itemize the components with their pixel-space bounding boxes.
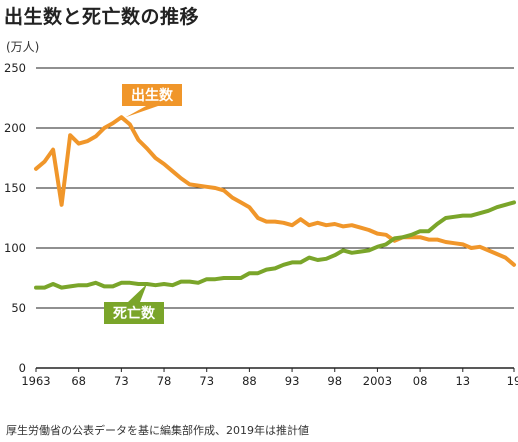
chart-title: 出生数と死亡数の推移 bbox=[4, 6, 200, 28]
series-lines bbox=[34, 115, 516, 290]
y-tick-label: 150 bbox=[4, 181, 26, 195]
y-tick-label: 50 bbox=[11, 301, 26, 315]
y-tick-label: 0 bbox=[19, 361, 26, 375]
births-label: 出生数 bbox=[122, 84, 182, 118]
y-tick-label: 200 bbox=[4, 121, 26, 135]
x-tick-label: 73 bbox=[114, 374, 129, 388]
x-tick-label: 93 bbox=[285, 374, 300, 388]
callout-text: 出生数 bbox=[131, 87, 174, 104]
x-axis-ticks: 1963 68 73 78 73 88 93 98 2003 08 13 19 bbox=[21, 368, 518, 388]
x-tick-label: 1963 bbox=[21, 374, 50, 388]
births-line bbox=[34, 115, 516, 267]
y-tick-label: 100 bbox=[4, 241, 26, 255]
callout-box bbox=[122, 84, 182, 106]
deaths-line bbox=[34, 200, 516, 290]
x-tick-label: 19 bbox=[507, 374, 518, 388]
source-note: 厚生労働省の公表データを基に編集部作成、2019年は推計値 bbox=[6, 424, 309, 437]
callout-box bbox=[104, 302, 164, 324]
callout-text: 死亡数 bbox=[112, 305, 156, 322]
x-tick-label: 98 bbox=[327, 374, 342, 388]
y-axis-unit: (万人) bbox=[6, 40, 40, 54]
x-tick-label: 73 bbox=[199, 374, 214, 388]
x-tick-label: 88 bbox=[242, 374, 257, 388]
callout-pointer bbox=[125, 106, 158, 118]
x-tick-label: 13 bbox=[455, 374, 470, 388]
deaths-label: 死亡数 bbox=[104, 284, 164, 324]
x-tick-label: 68 bbox=[71, 374, 86, 388]
x-tick-label: 2003 bbox=[363, 374, 392, 388]
x-tick-label: 78 bbox=[157, 374, 172, 388]
y-axis-ticks: 0 50 100 150 200 250 bbox=[4, 61, 26, 375]
x-tick-label: 08 bbox=[413, 374, 428, 388]
callout-pointer bbox=[128, 284, 147, 302]
y-tick-label: 250 bbox=[4, 61, 26, 75]
